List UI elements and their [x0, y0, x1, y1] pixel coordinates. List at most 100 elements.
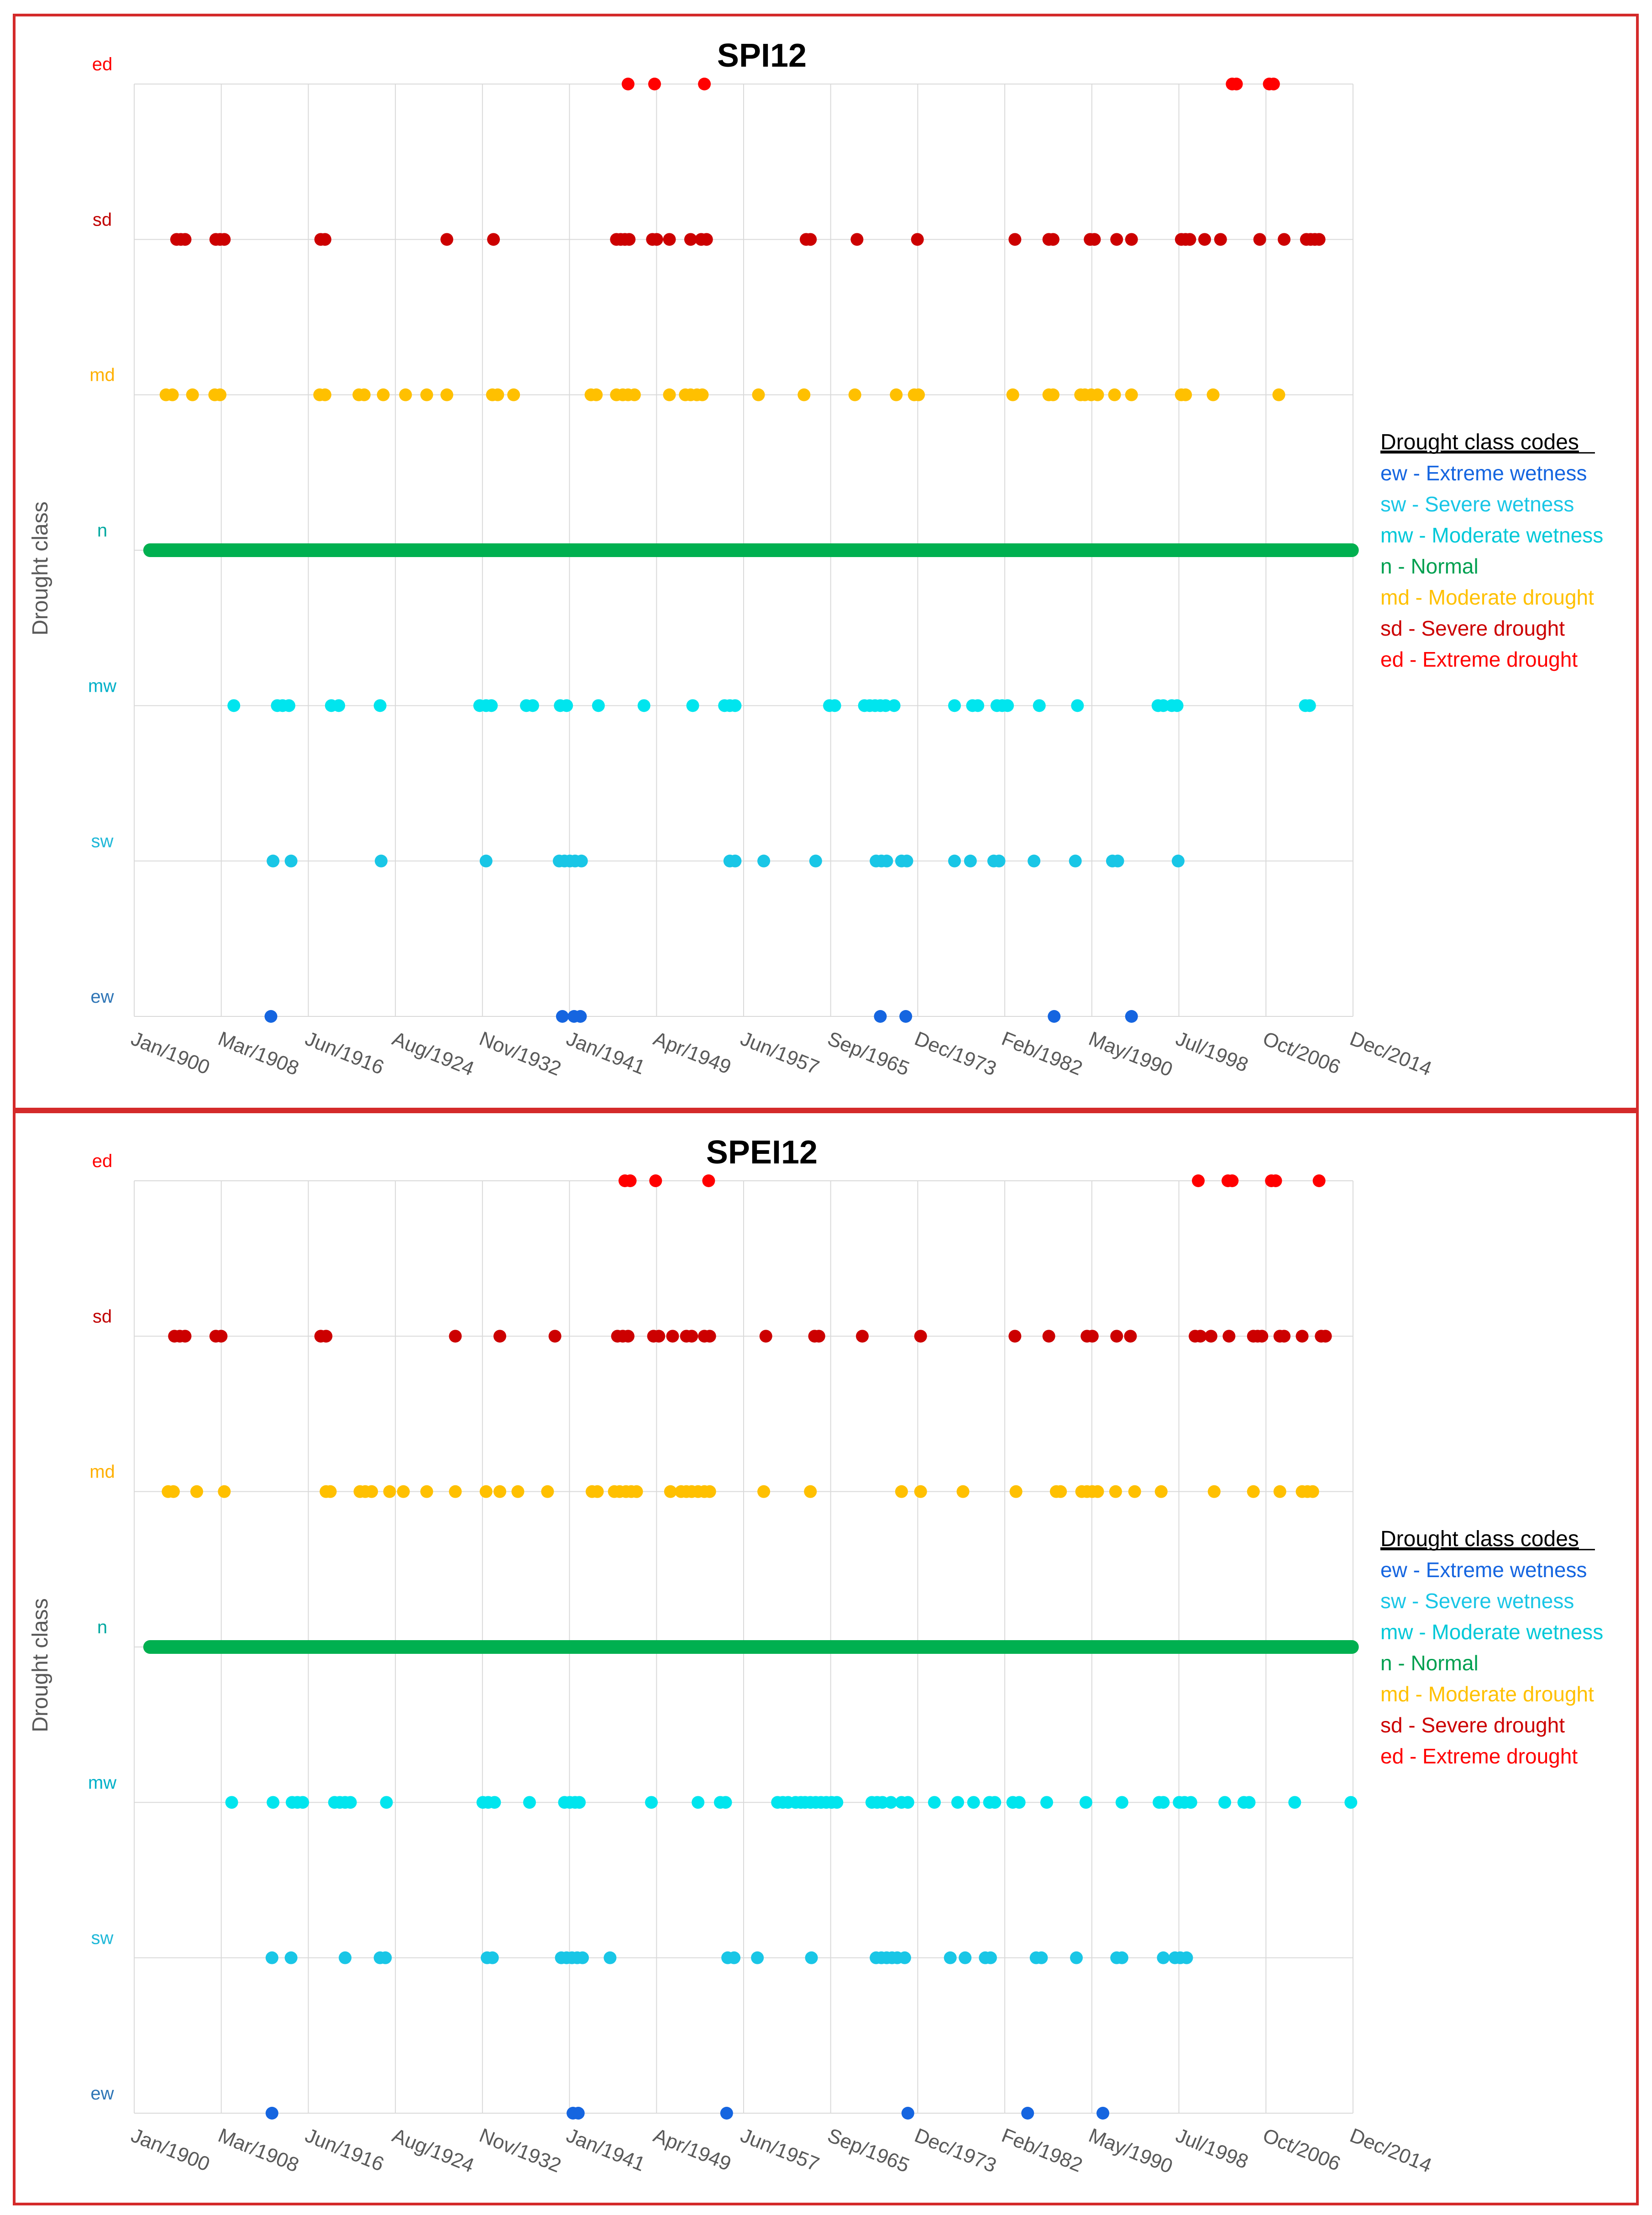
point-sw: [1070, 1951, 1083, 1964]
point-sw: [898, 1951, 911, 1964]
point-sd: [1046, 233, 1059, 246]
point-mw: [1303, 699, 1316, 712]
point-sd: [548, 1330, 561, 1343]
point-md: [663, 388, 676, 401]
legend-item-ed: ed - Extreme drought: [1380, 647, 1578, 671]
point-md: [1009, 1485, 1023, 1498]
point-ed: [624, 1174, 637, 1187]
x-tick-label: Dec/2014: [1347, 1027, 1435, 1080]
point-mw: [1170, 699, 1184, 712]
chart-title: SPI12: [717, 37, 807, 74]
x-tick-label: Jan/1900: [128, 2124, 213, 2176]
point-ew: [874, 1010, 887, 1023]
point-sw: [984, 1951, 997, 1964]
point-sd: [1278, 1330, 1291, 1343]
point-sd: [804, 233, 817, 246]
point-md: [397, 1485, 410, 1498]
point-mw: [948, 699, 961, 712]
y-tick-sd: sd: [93, 210, 112, 230]
x-tick-label: Nov/1932: [476, 1027, 564, 1080]
point-md: [493, 1485, 506, 1498]
point-sw: [265, 1951, 278, 1964]
point-mw: [225, 1796, 238, 1809]
point-mw: [267, 1796, 280, 1809]
point-sw: [751, 1951, 764, 1964]
point-sd: [493, 1330, 506, 1343]
point-md: [440, 388, 453, 401]
legend-item-n: n - Normal: [1380, 1651, 1479, 1675]
point-md: [797, 388, 811, 401]
point-sw: [728, 1951, 741, 1964]
y-tick-ew: ew: [90, 2083, 114, 2104]
point-mw: [523, 1796, 536, 1809]
point-md: [491, 388, 504, 401]
point-md: [1273, 1485, 1286, 1498]
x-tick-label: Nov/1932: [476, 2124, 564, 2177]
point-md: [186, 388, 199, 401]
y-tick-sw: sw: [91, 1928, 114, 1948]
point-sd: [703, 1330, 716, 1343]
spei12-panel: SPEI12 ew sw mw n md sd ed Jan/1900 Mar/1908 Jun/1…: [13, 1110, 1639, 2205]
point-sw: [575, 854, 588, 868]
point-md: [804, 1485, 817, 1498]
point-md: [357, 388, 371, 401]
point-sw: [900, 854, 913, 868]
point-md: [912, 388, 925, 401]
point-md: [696, 388, 709, 401]
point-sw: [1115, 1951, 1128, 1964]
x-tick-label: Dec/2014: [1347, 2124, 1435, 2177]
point-sd: [1110, 1330, 1123, 1343]
point-md: [757, 1485, 771, 1498]
point-mw: [560, 699, 573, 712]
point-md: [1207, 1485, 1221, 1498]
point-mw: [884, 1796, 897, 1809]
point-ew: [572, 2107, 585, 2120]
x-tick-label: Jul/1998: [1173, 2124, 1252, 2173]
point-sw: [1157, 1951, 1170, 1964]
point-md: [507, 388, 520, 401]
y-axis-label: Drought class: [28, 1598, 52, 1732]
point-md: [1272, 388, 1285, 401]
point-sw: [374, 854, 388, 868]
point-sw: [1069, 854, 1082, 868]
point-sd: [1194, 1330, 1207, 1343]
point-sd: [850, 233, 864, 246]
point-sd: [1214, 233, 1227, 246]
point-md: [167, 1485, 180, 1498]
point-sd: [663, 233, 676, 246]
legend-item-sd: sd - Severe drought: [1380, 616, 1565, 640]
point-md: [590, 388, 603, 401]
x-tick-label: Feb/1982: [998, 1027, 1086, 1080]
point-sd: [1295, 1330, 1309, 1343]
point-ed: [1230, 78, 1243, 90]
point-ed: [1267, 78, 1280, 90]
x-tick-label: Aug/1924: [389, 2124, 477, 2177]
point-mw: [1012, 1796, 1026, 1809]
point-sw: [805, 1951, 818, 1964]
point-mw: [887, 699, 901, 712]
point-sd: [685, 1330, 698, 1343]
legend-item-md: md - Moderate drought: [1380, 1682, 1594, 1706]
y-tick-mw: mw: [88, 676, 116, 696]
point-sd: [623, 233, 636, 246]
point-sd: [178, 1330, 192, 1343]
point-md: [1306, 1485, 1319, 1498]
point-mw: [227, 699, 241, 712]
point-sd: [487, 233, 500, 246]
y-axis-label: Drought class: [28, 501, 52, 635]
point-ew: [1048, 1010, 1061, 1023]
point-sd: [914, 1330, 927, 1343]
point-sd: [1183, 233, 1196, 246]
point-ed: [698, 78, 711, 90]
point-mw: [967, 1796, 980, 1809]
point-sd: [1319, 1330, 1332, 1343]
point-ed: [1269, 1174, 1282, 1187]
point-md: [541, 1485, 554, 1498]
point-sd: [759, 1330, 772, 1343]
point-ew: [901, 2107, 914, 2120]
point-md: [365, 1485, 378, 1498]
x-tick-label: Oct/2006: [1260, 1027, 1344, 1079]
point-mw: [488, 1796, 501, 1809]
x-tick-label: Jun/1957: [737, 2124, 822, 2176]
